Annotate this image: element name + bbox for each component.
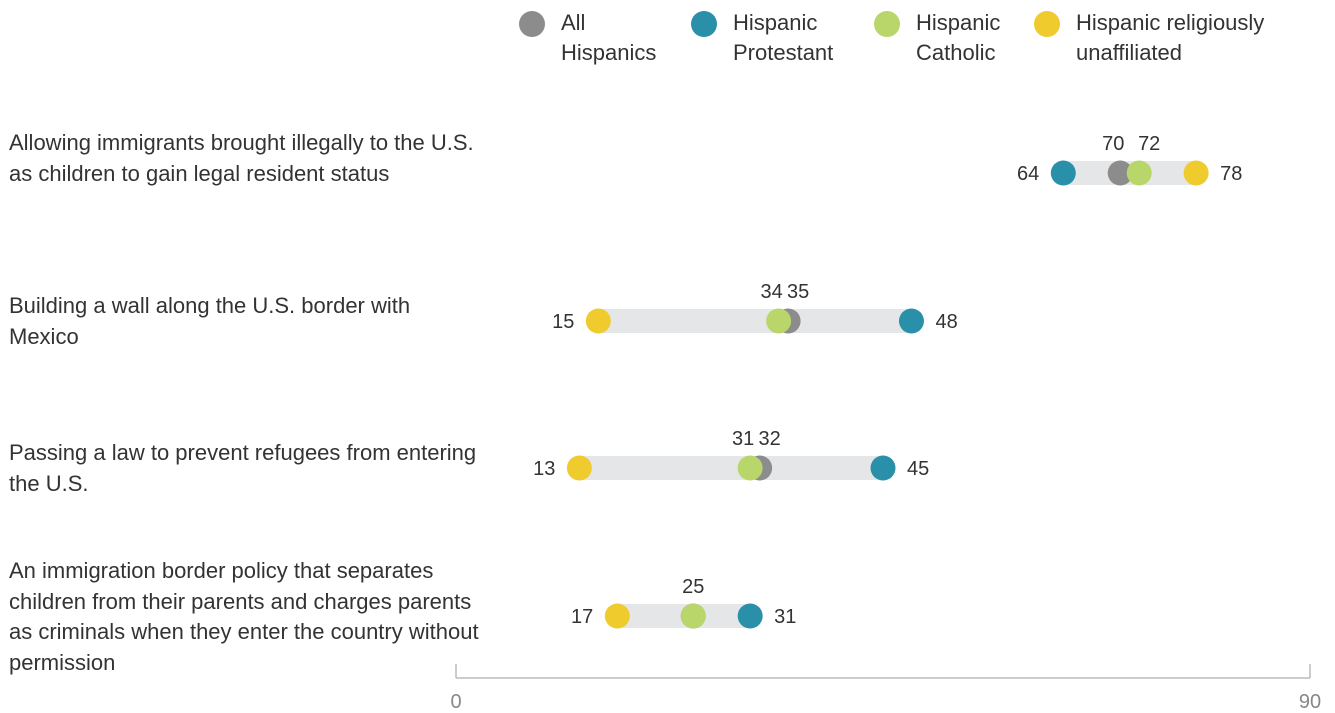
legend-item-protestant: Hispanic Protestant	[691, 8, 833, 68]
value-label-unaffiliated-0: 78	[1220, 163, 1242, 185]
legend-swatch-unaffiliated	[1034, 11, 1060, 37]
value-label-unaffiliated-3: 17	[571, 606, 593, 628]
value-label-unaffiliated-2: 13	[533, 458, 555, 480]
value-label-catholic-1: 34	[760, 281, 782, 303]
dot-unaffiliated-2	[566, 455, 592, 481]
legend-item-all: All Hispanics	[519, 8, 656, 68]
category-label-1: Building a wall along the U.S. border wi…	[9, 293, 411, 349]
legend-label-unaffiliated: Hispanic religiously unaffiliated	[1076, 10, 1265, 65]
legend-swatch-all	[519, 11, 545, 37]
dot-catholic-3	[680, 603, 706, 629]
dot-protestant-1	[898, 308, 924, 334]
legend-label-all: All Hispanics	[561, 10, 657, 65]
legend-item-unaffiliated: Hispanic religiously unaffiliated	[1034, 8, 1264, 68]
dot-protestant-2	[870, 455, 896, 481]
x-tick-label-90: 90	[1299, 691, 1321, 713]
dot-all-0	[1107, 160, 1133, 186]
category-label-3: An immigration border policy that separa…	[9, 558, 479, 675]
value-label-catholic-0: 72	[1138, 133, 1160, 155]
value-label-protestant-0: 64	[1017, 163, 1039, 185]
value-label-protestant-3: 31	[774, 606, 796, 628]
legend-swatch-protestant	[691, 11, 717, 37]
dot-catholic-1	[766, 308, 792, 334]
dot-protestant-0	[1050, 160, 1076, 186]
value-label-catholic-2: 31	[732, 428, 754, 450]
dot-unaffiliated-0	[1183, 160, 1209, 186]
dot-catholic-2	[737, 455, 763, 481]
value-label-protestant-2: 45	[907, 458, 929, 480]
value-label-unaffiliated-1: 15	[552, 311, 574, 333]
legend-item-catholic: Hispanic Catholic	[874, 8, 1000, 68]
legend-label-protestant: Hispanic Protestant	[733, 10, 834, 65]
category-label-0: Allowing immigrants brought illegally to…	[9, 130, 474, 186]
legend-label-catholic: Hispanic Catholic	[916, 10, 1001, 65]
dot-unaffiliated-1	[585, 308, 611, 334]
value-label-all-catholic-3: 25	[682, 576, 704, 598]
dot-unaffiliated-3	[604, 603, 630, 629]
value-label-all-1: 35	[787, 281, 809, 303]
x-tick-label-0: 0	[450, 691, 461, 713]
value-label-all-0: 70	[1102, 133, 1124, 155]
legend-swatch-catholic	[874, 11, 900, 37]
dot-catholic-0	[1126, 160, 1152, 186]
legend: All Hispanics Hispanic Protestant Hispanic…	[0, 8, 1335, 78]
category-label-2: Passing a law to prevent refugees from e…	[9, 440, 477, 496]
dot-protestant-3	[737, 603, 763, 629]
value-label-protestant-1: 48	[935, 311, 957, 333]
value-label-all-2: 32	[759, 428, 781, 450]
